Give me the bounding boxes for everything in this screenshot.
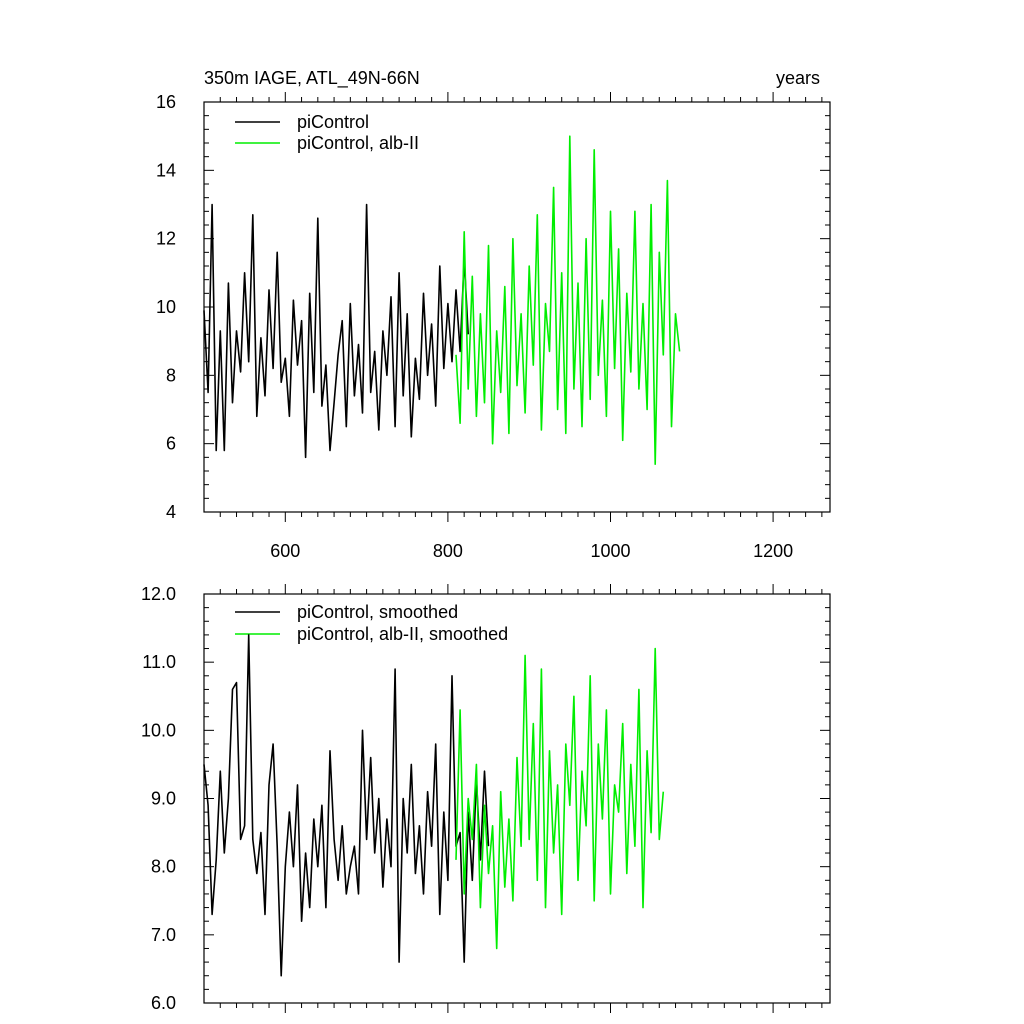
bottom-axes: 6.0 7.0 8.0 9.0 10.0 11.0 12.0 xyxy=(141,584,831,1013)
top-series xyxy=(203,135,681,466)
bottom-legend: piControl, smoothed piControl, alb-II, s… xyxy=(235,602,508,644)
top-series-line-1 xyxy=(455,135,681,466)
bottom-legend-label-alb-ii-smoothed: piControl, alb-II, smoothed xyxy=(297,624,508,644)
bottom-panel: piControl, smoothed piControl, alb-II, s… xyxy=(141,584,831,1013)
top-xtick-label: 600 xyxy=(270,541,300,561)
top-series-line-0 xyxy=(203,203,469,459)
bottom-ytick-label: 9.0 xyxy=(151,789,176,809)
top-ytick-label: 6 xyxy=(166,434,176,454)
top-xtick-label: 1000 xyxy=(590,541,630,561)
bottom-ytick-label: 7.0 xyxy=(151,925,176,945)
top-panel: 350m IAGE, ATL_49N-66N years piControl p… xyxy=(156,68,831,561)
top-legend-label-alb-ii: piControl, alb-II xyxy=(297,133,419,153)
bottom-series xyxy=(203,634,665,977)
top-axes: 4 6 8 10 12 14 16 600 800 1000 1200 xyxy=(156,92,831,561)
top-legend-label-picontrol: piControl xyxy=(297,112,369,132)
top-ytick-label: 16 xyxy=(156,92,176,112)
top-ytick-label: 10 xyxy=(156,297,176,317)
top-ytick-label: 4 xyxy=(166,502,176,522)
bottom-ytick-label: 12.0 xyxy=(141,584,176,604)
bottom-series-line-1 xyxy=(455,647,665,950)
bottom-ytick-label: 8.0 xyxy=(151,857,176,877)
top-ytick-label: 12 xyxy=(156,229,176,249)
top-ytick-label: 8 xyxy=(166,365,176,385)
bottom-legend-label-smoothed: piControl, smoothed xyxy=(297,602,458,622)
bottom-series-line-0 xyxy=(203,634,490,977)
top-plot-frame xyxy=(203,101,831,513)
bottom-ytick-label: 11.0 xyxy=(142,652,176,672)
top-legend: piControl piControl, alb-II xyxy=(235,112,419,153)
bottom-ytick-label: 6.0 xyxy=(151,993,176,1013)
top-xtick-label: 1200 xyxy=(753,541,793,561)
top-ytick-label: 14 xyxy=(156,160,176,180)
top-chart-units: years xyxy=(776,68,820,88)
top-xtick-label: 800 xyxy=(433,541,463,561)
bottom-ytick-label: 10.0 xyxy=(141,720,176,740)
top-chart-title: 350m IAGE, ATL_49N-66N xyxy=(204,68,420,89)
